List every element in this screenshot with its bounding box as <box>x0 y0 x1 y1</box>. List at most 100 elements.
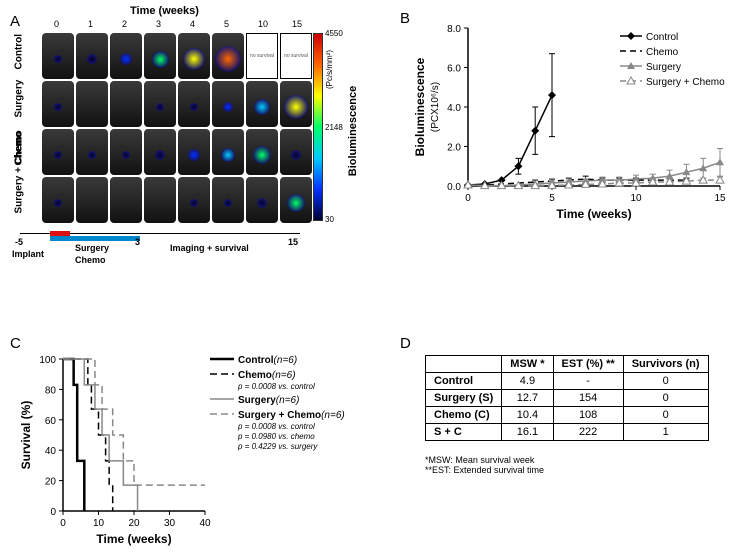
svg-text:p = 0.0980 vs. chemo: p = 0.0980 vs. chemo <box>237 432 315 441</box>
svg-text:2.0: 2.0 <box>447 143 461 154</box>
svg-text:Chemo(n=6): Chemo(n=6) <box>238 370 296 381</box>
table-row: Chemo (C)10.41080 <box>426 407 709 424</box>
pd-cell: - <box>553 373 623 390</box>
pa-signal <box>54 199 61 206</box>
pa-tl-imaging-end: 15 <box>288 237 298 247</box>
pa-signal <box>215 46 242 73</box>
pd-footnotes: *MSW: Mean survival week**EST: Extended … <box>425 455 709 475</box>
pd-cell: 4.9 <box>502 373 553 390</box>
pa-tl-chemo-end: 3 <box>135 237 140 247</box>
pd-cell: 222 <box>553 424 623 441</box>
panel-b: B 0.02.04.06.08.0051015Time (weeks)Biolu… <box>400 10 730 240</box>
svg-text:Surgery + Chemo: Surgery + Chemo <box>646 77 725 88</box>
pa-cell <box>212 177 244 223</box>
panel-a: A Time (weeks) 0123451015Controlno survi… <box>10 5 350 325</box>
pa-cell <box>246 177 278 223</box>
svg-text:60: 60 <box>45 416 57 427</box>
pa-time-tick: 5 <box>224 19 229 29</box>
pa-tl-imaging-label: Imaging + survival <box>170 243 249 253</box>
svg-text:0.0: 0.0 <box>447 182 461 193</box>
pd-container: MSW *EST (%) **Survivors (n)Control4.9-0… <box>425 355 709 475</box>
pa-row-label: Surgery + Chemo <box>14 196 25 214</box>
svg-text:Time (weeks): Time (weeks) <box>556 207 631 221</box>
pa-cb-tick-mid: 2148 <box>325 123 343 132</box>
pa-cell <box>178 177 210 223</box>
svg-text:0: 0 <box>50 507 56 518</box>
svg-text:p = 0.0008 vs. control: p = 0.0008 vs. control <box>237 382 315 391</box>
pd-cell: Surgery (S) <box>426 390 502 407</box>
panel-d-label: D <box>400 335 411 352</box>
pd-footnote: **EST: Extended survival time <box>425 465 709 475</box>
pa-row-label: Control <box>14 52 25 70</box>
pd-cell: 16.1 <box>502 424 553 441</box>
pb-chart: 0.02.04.06.08.0051015Time (weeks)Biolumi… <box>410 16 730 226</box>
svg-text:Time (weeks): Time (weeks) <box>96 532 171 546</box>
pa-cell <box>42 177 74 223</box>
pa-signal <box>120 53 133 66</box>
svg-text:(PCX10⁶/s): (PCX10⁶/s) <box>430 82 441 132</box>
pa-signal <box>152 51 169 68</box>
pa-cell <box>76 33 108 79</box>
pa-signal <box>54 151 61 158</box>
pa-cell <box>144 177 176 223</box>
svg-text:30: 30 <box>164 518 176 529</box>
pa-time-tick: 10 <box>258 19 268 29</box>
pa-cell <box>110 177 142 223</box>
pa-no-survival: no survival <box>280 33 312 79</box>
pa-time-title: Time (weeks) <box>130 5 199 17</box>
pa-cell <box>212 33 244 79</box>
pa-cb-tick-bot: 30 <box>325 215 334 224</box>
pa-signal <box>221 148 236 163</box>
pa-signal <box>190 199 197 206</box>
svg-text:80: 80 <box>45 385 57 396</box>
pa-tl-surgery-label: Surgery <box>75 243 109 253</box>
table-row: Surgery (S)12.71540 <box>426 390 709 407</box>
svg-text:10: 10 <box>630 193 642 204</box>
pa-tl-chemo-label: Chemo <box>75 255 106 265</box>
pd-col-header <box>426 356 502 373</box>
pa-time-tick: 0 <box>54 19 59 29</box>
pa-cell <box>76 177 108 223</box>
pd-cell: 12.7 <box>502 390 553 407</box>
pa-tl-implant: Implant <box>12 249 44 259</box>
svg-text:Chemo: Chemo <box>646 47 679 58</box>
pa-signal <box>87 54 96 63</box>
pa-signal <box>284 95 308 119</box>
svg-text:Surgery: Surgery <box>646 62 681 73</box>
pa-cb-title: Bioluminescence <box>347 86 359 176</box>
pa-signal <box>253 146 271 164</box>
svg-text:0: 0 <box>60 518 66 529</box>
pd-cell: 154 <box>553 390 623 407</box>
pa-cell <box>212 81 244 127</box>
svg-text:p = 0.4229 vs. surgery: p = 0.4229 vs. surgery <box>237 442 318 451</box>
pa-time-tick: 15 <box>292 19 302 29</box>
pa-signal <box>54 55 61 62</box>
pa-time-tick: 4 <box>190 19 195 29</box>
pd-cell: S + C <box>426 424 502 441</box>
panel-b-label: B <box>400 10 410 27</box>
pa-cell <box>246 81 278 127</box>
pa-tl-seg-chemo <box>50 236 140 241</box>
svg-text:0: 0 <box>465 193 471 204</box>
pd-cell: 108 <box>553 407 623 424</box>
pa-signal <box>254 99 270 115</box>
pa-signal <box>156 103 163 110</box>
svg-text:20: 20 <box>128 518 140 529</box>
pa-signal <box>287 194 305 212</box>
pa-cell <box>246 129 278 175</box>
pa-time-tick: 3 <box>156 19 161 29</box>
pa-signal <box>223 102 233 112</box>
pa-signal <box>155 150 164 159</box>
svg-text:4.0: 4.0 <box>447 103 461 114</box>
pa-cell <box>144 129 176 175</box>
pa-cell <box>178 33 210 79</box>
pd-cell: 1 <box>623 424 708 441</box>
pa-cell <box>110 81 142 127</box>
pd-cell: Control <box>426 373 502 390</box>
pa-colorbar <box>313 33 323 221</box>
table-row: S + C16.12221 <box>426 424 709 441</box>
pa-no-survival: no survival <box>246 33 278 79</box>
panel-a-label: A <box>10 13 20 30</box>
pa-cell <box>178 81 210 127</box>
pa-cb-unit: (Pc/s/mm²) <box>325 50 334 89</box>
